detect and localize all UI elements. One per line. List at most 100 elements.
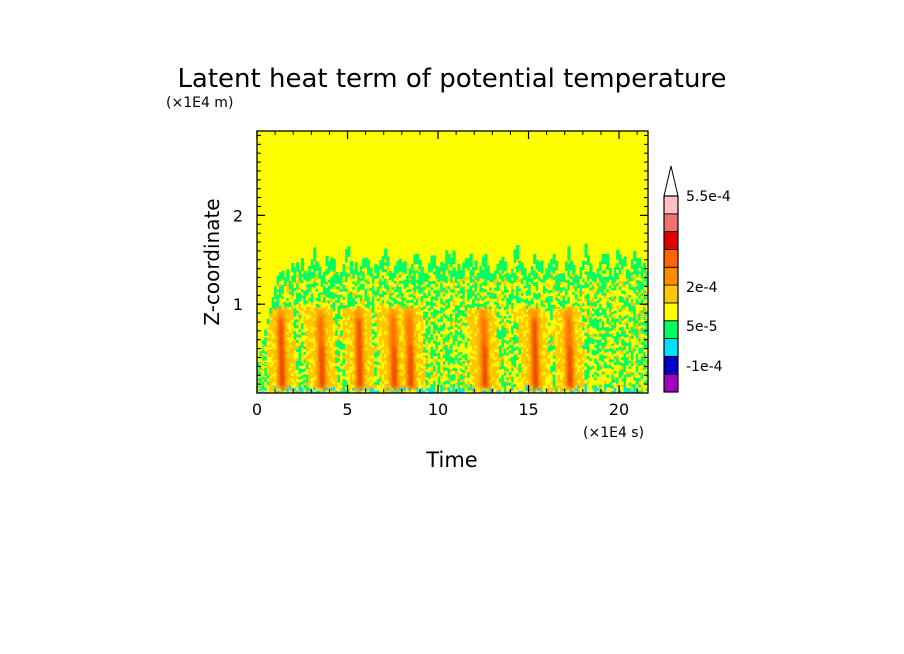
heatmap-cell (408, 274, 412, 278)
heatmap-cell (415, 336, 419, 340)
heatmap-cell (516, 335, 520, 340)
heatmap-cell (391, 300, 395, 304)
heatmap-cell (457, 310, 461, 315)
heatmap-cell (318, 278, 322, 282)
heatmap-cell (364, 322, 368, 326)
heatmap-cell (366, 389, 371, 393)
heatmap-cell (364, 288, 368, 292)
heatmap-cell (325, 346, 329, 351)
heatmap-cell (342, 322, 346, 327)
heatmap-cell (528, 303, 532, 307)
heatmap-cell (445, 357, 449, 362)
heatmap-cell (420, 335, 424, 340)
heatmap-cell (374, 313, 378, 318)
heatmap-cell (366, 311, 371, 315)
heatmap-cell (440, 297, 444, 302)
heatmap-cell (428, 301, 432, 306)
heatmap-cell (501, 343, 505, 348)
heatmap-cell (379, 293, 383, 297)
heatmap-cell (457, 319, 461, 324)
heatmap-cell (494, 337, 498, 341)
heatmap-cell (379, 377, 383, 382)
heatmap-cell (386, 284, 390, 289)
heatmap-cell (308, 338, 312, 342)
heatmap-cell (366, 317, 371, 321)
heatmap-cell (359, 271, 363, 276)
heatmap-cell (259, 382, 263, 385)
heatmap-cell (347, 286, 351, 291)
heatmap-cell (264, 367, 268, 370)
heatmap-cell (498, 299, 502, 304)
heatmap-cell (413, 352, 417, 356)
heatmap-cell (298, 331, 302, 335)
heatmap-cell (498, 368, 502, 373)
heatmap-cell (420, 321, 424, 325)
heatmap-cell (523, 310, 527, 315)
heatmap-cell (310, 304, 314, 309)
heatmap-cell (384, 281, 388, 286)
heatmap-cell (494, 365, 498, 369)
heatmap-cell (513, 278, 517, 283)
heatmap-cell (486, 311, 490, 316)
heatmap-cell (454, 340, 458, 344)
heatmap-cell (313, 313, 317, 318)
heatmap-cell (476, 343, 480, 348)
heatmap-cell (330, 343, 334, 348)
heatmap-cell (464, 362, 468, 367)
heatmap-cell (327, 368, 331, 373)
heatmap-cell (364, 309, 368, 314)
heatmap-cell (420, 344, 424, 348)
heatmap-cell (418, 299, 422, 303)
heatmap-cell (437, 330, 441, 334)
heatmap-cell (305, 349, 309, 353)
heatmap-cell (494, 354, 498, 358)
heatmap-cell (516, 359, 520, 364)
heatmap-cell (264, 371, 268, 374)
heatmap-cell (303, 370, 307, 375)
heatmap-cell (386, 377, 390, 382)
heatmap-cell (428, 387, 432, 391)
heatmap-cell (308, 274, 312, 279)
heatmap-cell (513, 308, 517, 312)
heatmap-cell (369, 267, 373, 271)
heatmap-cell (476, 332, 480, 337)
heatmap-cell (479, 265, 483, 270)
heatmap-cell (523, 381, 527, 386)
heatmap-cell (457, 313, 461, 318)
heatmap-cell (469, 329, 473, 334)
heatmap-cell (472, 390, 476, 393)
heatmap-cell (432, 361, 436, 366)
heatmap-cell (442, 360, 446, 365)
heatmap-cell (484, 253, 488, 258)
heatmap-cell (457, 299, 461, 303)
heatmap-cell (291, 295, 295, 300)
heatmap-cell (364, 263, 368, 268)
heatmap-cell (332, 289, 336, 293)
heatmap-cell (418, 259, 422, 264)
heatmap-cell (352, 362, 356, 366)
heatmap-cell (347, 326, 351, 331)
heatmap-cell (271, 364, 275, 368)
heatmap-cell (476, 286, 480, 290)
heatmap-cell (472, 358, 476, 363)
heatmap-cell (371, 277, 375, 281)
heatmap-cell (506, 297, 510, 301)
heatmap-cell (442, 331, 446, 335)
heatmap-cell (259, 375, 263, 378)
heatmap-cell (310, 356, 314, 361)
heatmap-cell (330, 263, 334, 268)
heatmap-cell (286, 334, 290, 338)
heatmap-cell (344, 268, 349, 273)
heatmap-cell (462, 321, 466, 326)
heatmap-cell (440, 318, 444, 323)
heatmap-cell (308, 358, 312, 362)
heatmap-cell (498, 371, 502, 376)
heatmap-cell (340, 351, 344, 356)
heatmap-cell (469, 282, 473, 286)
heatmap-cell (489, 333, 493, 337)
heatmap-cell (437, 335, 441, 340)
heatmap-cell (489, 311, 493, 315)
heatmap-cell (423, 302, 427, 307)
heatmap-cell (435, 300, 439, 305)
heatmap-cell (445, 253, 449, 258)
